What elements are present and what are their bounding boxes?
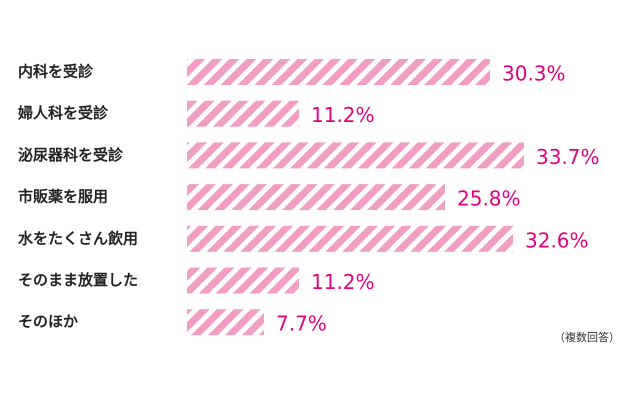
value-label: 30.3% [502,62,566,86]
value-label: 11.2% [311,270,375,294]
annotation: （複数回答） [554,330,620,344]
bar [187,267,299,294]
category-label: 婦人科を受診 [17,104,109,122]
category-label: そのほか [18,313,78,331]
bar [187,225,513,252]
bar [187,309,264,336]
value-label: 33.7% [536,145,600,169]
category-label: 泌尿器科を受診 [18,146,124,164]
value-label: 32.6% [525,228,589,252]
category-label: 市販薬を服用 [18,188,108,206]
bar [187,142,524,169]
category-label: 内科を受診 [18,63,94,81]
value-label: 25.8% [457,187,521,211]
bar [187,184,445,211]
category-label: そのまま放置した [18,271,138,289]
bar [187,100,299,127]
bar [187,59,490,85]
value-label: 11.2% [311,103,375,127]
category-label: 水をたくさん飲用 [18,229,138,247]
value-label: 7.7% [276,312,327,336]
